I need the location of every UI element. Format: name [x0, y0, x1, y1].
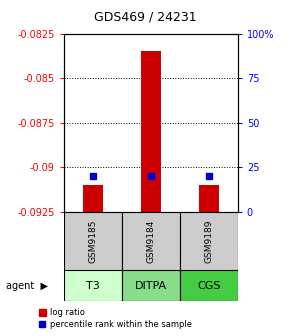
- Text: GSM9189: GSM9189: [204, 219, 213, 263]
- Text: GSM9184: GSM9184: [146, 219, 155, 263]
- Legend: log ratio, percentile rank within the sample: log ratio, percentile rank within the sa…: [39, 308, 192, 329]
- Text: T3: T3: [86, 281, 100, 291]
- Bar: [122, 270, 180, 301]
- Text: GDS469 / 24231: GDS469 / 24231: [94, 10, 196, 23]
- Bar: [83, 185, 103, 212]
- Bar: [64, 270, 122, 301]
- Text: CGS: CGS: [197, 281, 221, 291]
- Text: GSM9185: GSM9185: [88, 219, 97, 263]
- Bar: [64, 212, 122, 270]
- Text: agent  ▶: agent ▶: [6, 281, 48, 291]
- Bar: [141, 51, 161, 212]
- Bar: [180, 212, 238, 270]
- Text: DITPA: DITPA: [135, 281, 167, 291]
- Bar: [122, 212, 180, 270]
- Bar: [199, 185, 219, 212]
- Bar: [180, 270, 238, 301]
